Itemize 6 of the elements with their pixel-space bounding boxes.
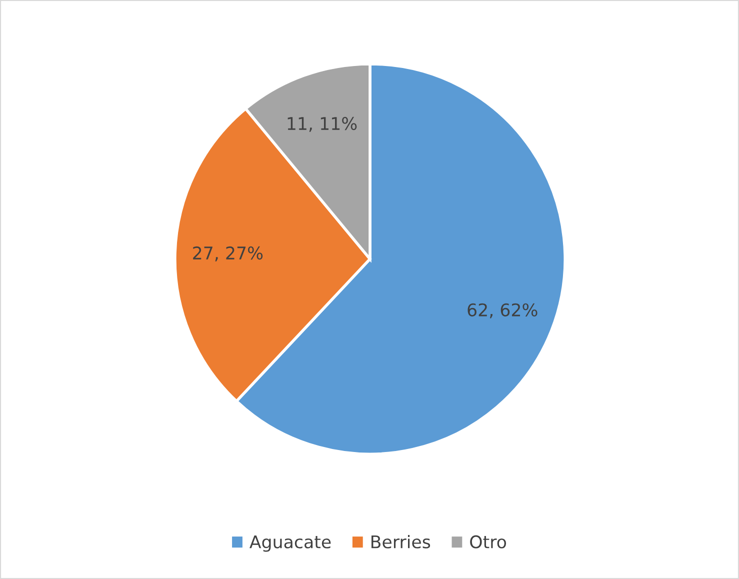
data-label: 62, 62%	[468, 303, 538, 318]
legend-label: Aguacate	[250, 536, 331, 552]
legend-label: Otro	[470, 535, 506, 548]
data-label: 27, 27%	[193, 246, 263, 262]
data-label: 11, 11%	[288, 116, 357, 132]
legend-label: Berries	[372, 534, 430, 548]
